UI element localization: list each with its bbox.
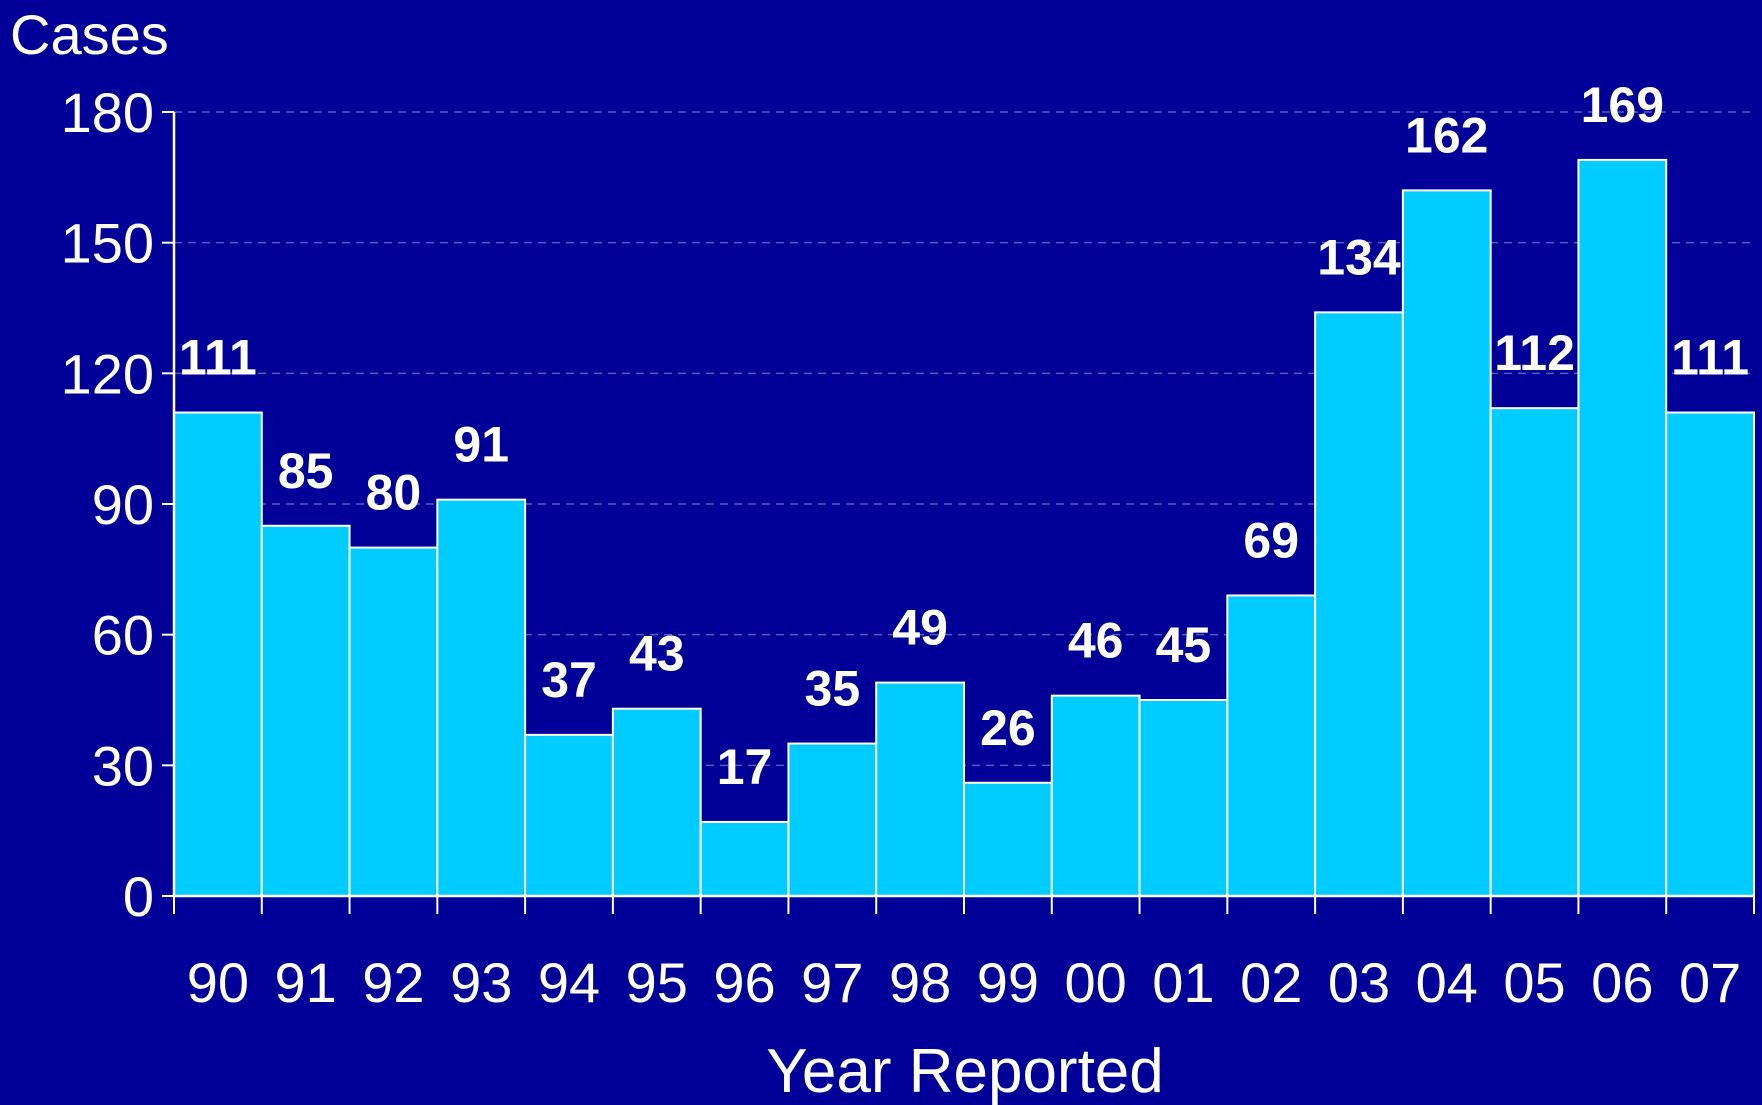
- bar: [1489, 407, 1580, 897]
- bar: [611, 707, 702, 898]
- data-label: 49: [892, 600, 948, 656]
- data-label: 45: [1156, 617, 1212, 673]
- bar: [1401, 189, 1492, 897]
- data-label: 46: [1068, 613, 1124, 669]
- data-label: 43: [629, 626, 685, 682]
- bar: [260, 524, 351, 897]
- x-tick-labels: 90 91 92 93 94 95 96 97 98 99 00 01 02 03 04 05 06 07: [187, 951, 1742, 1014]
- x-tick-label: 92: [362, 951, 424, 1014]
- bar: [1314, 311, 1404, 898]
- x-tick-label: 00: [1065, 951, 1127, 1014]
- y-tick-labels: 0 30 60 90 120 150 180: [61, 81, 154, 928]
- y-tick-label: 0: [123, 865, 154, 928]
- bar: [699, 820, 790, 898]
- x-tick-label: 96: [713, 951, 775, 1014]
- x-tick-label: 90: [187, 951, 249, 1014]
- x-axis-label: Year Reported: [766, 1037, 1164, 1105]
- y-tick-label: 60: [92, 604, 154, 667]
- data-label: 85: [278, 443, 334, 499]
- bar: [1138, 699, 1229, 897]
- x-tick-label: 95: [626, 951, 688, 1014]
- data-label: 69: [1243, 512, 1299, 568]
- y-tick-label: 90: [92, 473, 154, 536]
- bar: [787, 742, 878, 897]
- x-tick-label: 04: [1416, 951, 1478, 1014]
- x-tick-label: 93: [450, 951, 512, 1014]
- data-label: 91: [453, 417, 509, 473]
- x-tick-label: 98: [889, 951, 951, 1014]
- y-tick-label: 180: [61, 81, 154, 144]
- axes: [162, 111, 1755, 914]
- x-tick-label: 94: [538, 951, 600, 1014]
- x-tick-label: 91: [275, 951, 337, 1014]
- x-tick-label: 06: [1591, 951, 1653, 1014]
- x-tick-label: 05: [1503, 951, 1565, 1014]
- data-label: 112: [1494, 325, 1575, 381]
- y-tick-label: 30: [92, 734, 154, 797]
- bar: [963, 781, 1053, 897]
- bar: [1050, 694, 1141, 898]
- y-axis-label: Cases: [10, 3, 169, 66]
- data-label: 111: [179, 330, 257, 386]
- bar: [1665, 411, 1755, 897]
- data-label: 134: [1317, 229, 1401, 285]
- bars: [173, 158, 1755, 898]
- x-tick-label: 97: [801, 951, 863, 1014]
- bar: [1226, 594, 1317, 897]
- data-label: 80: [366, 465, 422, 521]
- data-labels: 111 85 80 91 37 43 17 35 49 26 46 45 69 134 162 112 169 1…: [179, 77, 1749, 795]
- data-label: 162: [1405, 107, 1488, 163]
- data-label: 26: [980, 700, 1036, 756]
- bar: [875, 681, 966, 897]
- bar: [1577, 158, 1668, 897]
- data-label: 35: [805, 661, 861, 717]
- y-tick-label: 150: [61, 212, 154, 275]
- x-tick-label: 03: [1328, 951, 1390, 1014]
- data-label: 17: [717, 739, 773, 795]
- data-label: 37: [541, 652, 597, 708]
- x-tick-label: 01: [1152, 951, 1214, 1014]
- x-tick-label: 02: [1240, 951, 1302, 1014]
- bar: [348, 546, 439, 897]
- bar: [173, 411, 263, 897]
- x-tick-label: 07: [1679, 951, 1741, 1014]
- y-tick-label: 120: [61, 342, 154, 405]
- bar: [436, 498, 527, 897]
- bar: [524, 733, 614, 897]
- data-label: 111: [1671, 330, 1749, 386]
- x-tick-label: 99: [977, 951, 1039, 1014]
- data-label: 169: [1581, 77, 1664, 133]
